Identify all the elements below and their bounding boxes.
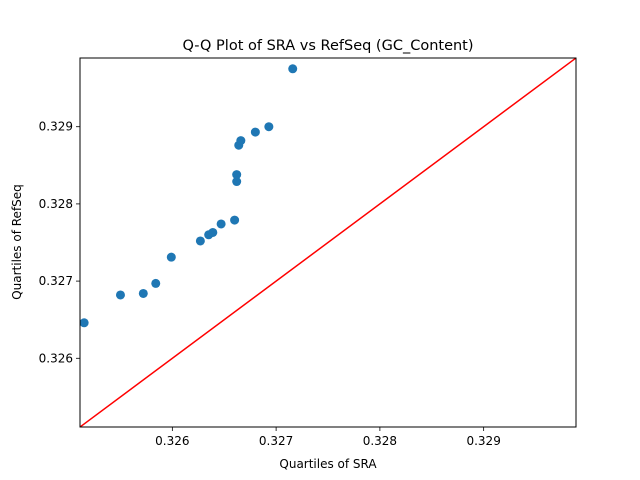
x-tick-label: 0.329 <box>466 434 500 448</box>
data-point <box>230 215 240 225</box>
x-axis-label: Quartiles of SRA <box>279 457 377 471</box>
x-tick-label: 0.326 <box>155 434 189 448</box>
y-axis-label: Quartiles of RefSeq <box>10 184 24 300</box>
y-tick-label: 0.326 <box>39 351 73 365</box>
data-point <box>115 290 125 300</box>
plot-frame <box>79 57 577 428</box>
x-axis: 0.326 0.327 0.328 0.329 <box>155 427 501 448</box>
y-tick-label: 0.328 <box>39 197 73 211</box>
data-point <box>216 219 226 229</box>
x-tick-label: 0.327 <box>259 434 293 448</box>
chart-title: Q-Q Plot of SRA vs RefSeq (GC_Content) <box>182 38 473 54</box>
data-point <box>232 170 242 180</box>
data-point <box>264 122 274 132</box>
data-point <box>288 64 298 74</box>
x-tick-label: 0.328 <box>363 434 397 448</box>
data-point <box>138 288 148 298</box>
data-point <box>236 136 246 146</box>
y-tick-label: 0.327 <box>39 274 73 288</box>
data-point <box>250 127 260 137</box>
y-axis: 0.326 0.327 0.328 0.329 <box>39 120 80 365</box>
data-point <box>151 278 161 288</box>
y-tick-label: 0.329 <box>39 120 73 134</box>
data-point <box>208 227 218 237</box>
reference-line <box>80 58 576 427</box>
data-point <box>195 236 205 246</box>
data-point <box>232 177 242 187</box>
plot-area <box>80 58 576 427</box>
data-point <box>80 318 89 328</box>
data-points <box>80 64 298 328</box>
data-point <box>166 252 176 262</box>
